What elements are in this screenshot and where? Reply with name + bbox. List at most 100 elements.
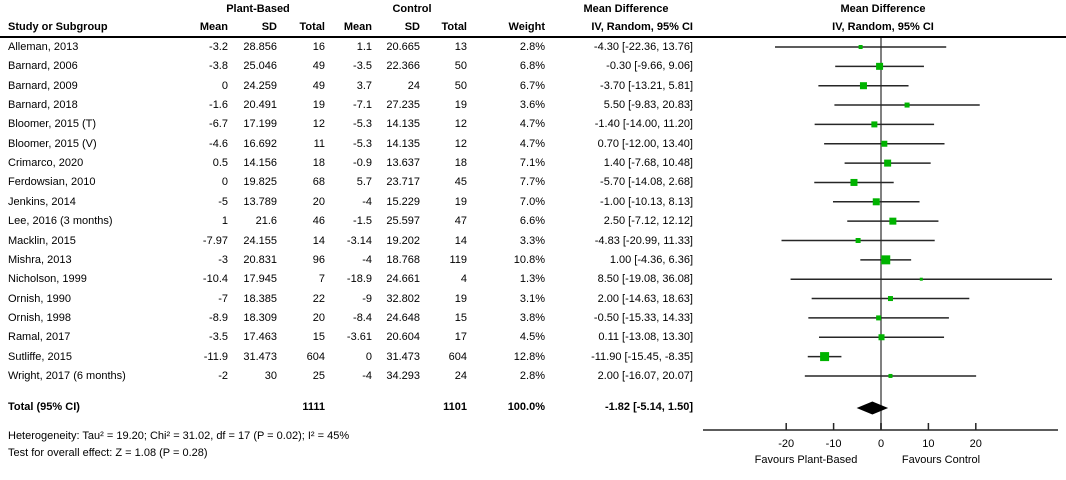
header-divider xyxy=(0,36,1066,38)
pb-total-value: 16 xyxy=(312,41,325,53)
pb-mean-value: -4.6 xyxy=(209,138,228,150)
c-mean-value: -4 xyxy=(362,196,372,208)
effect-marker xyxy=(881,140,888,147)
pb-sd-value: 13.789 xyxy=(243,196,277,208)
pb-sd-value: 17.199 xyxy=(243,118,277,130)
pb-total-value: 15 xyxy=(312,331,325,343)
pb-mean-value: 1 xyxy=(221,215,228,227)
c-sd-value: 14.135 xyxy=(386,138,420,150)
weight-value: 4.7% xyxy=(519,118,545,130)
c-sd-value: 24 xyxy=(407,80,420,92)
pb-sd-value: 24.155 xyxy=(243,235,277,247)
weight-value: 2.8% xyxy=(519,41,545,53)
pb-mean-value: 0 xyxy=(221,80,228,92)
c-total-value: 12 xyxy=(454,118,467,130)
effect-marker xyxy=(878,334,885,341)
pb-total-value: 14 xyxy=(312,235,325,247)
pb-sd-value: 14.156 xyxy=(243,157,277,169)
col-header-study: Study or Subgroup xyxy=(8,21,108,33)
col-header-weight: Weight xyxy=(508,21,545,33)
pb-mean-value: -8.9 xyxy=(209,312,228,324)
ci-text-value: -3.70 [-13.21, 5.81] xyxy=(600,80,693,92)
pb-sd-value: 31.473 xyxy=(243,351,277,363)
c-mean-value: -4 xyxy=(362,370,372,382)
weight-value: 1.3% xyxy=(519,273,545,285)
weight-value: 3.6% xyxy=(519,99,545,111)
c-total-value: 4 xyxy=(460,273,467,285)
md-table-header: Mean Difference xyxy=(583,3,669,15)
study-name: Alleman, 2013 xyxy=(8,41,79,53)
study-name: Ramal, 2017 xyxy=(8,331,71,343)
weight-value: 4.7% xyxy=(519,138,545,150)
effect-marker xyxy=(876,315,882,321)
c-mean-value: -7.1 xyxy=(353,99,372,111)
study-name: Bloomer, 2015 (V) xyxy=(8,138,97,150)
total-pb-n: 1111 xyxy=(302,401,325,413)
c-mean-value: -3.14 xyxy=(346,235,372,247)
study-name: Macklin, 2015 xyxy=(8,235,76,247)
ci-text-value: -11.90 [-15.45, -8.35] xyxy=(591,351,693,363)
c-sd-value: 27.235 xyxy=(386,99,420,111)
c-total-value: 604 xyxy=(448,351,467,363)
ci-text-value: -4.83 [-20.99, 11.33] xyxy=(594,235,693,247)
c-sd-value: 20.665 xyxy=(386,41,420,53)
col-header-c-total: Total xyxy=(441,21,467,33)
pb-total-value: 11 xyxy=(313,138,325,150)
col-header-c-sd: SD xyxy=(404,21,420,33)
c-sd-value: 24.648 xyxy=(386,312,420,324)
weight-value: 3.8% xyxy=(519,312,545,324)
pb-total-value: 96 xyxy=(312,254,325,266)
study-name: Ornish, 1990 xyxy=(8,293,71,305)
weight-value: 7.7% xyxy=(519,176,545,188)
effect-marker xyxy=(888,373,893,378)
study-name: Sutliffe, 2015 xyxy=(8,351,73,363)
pb-sd-value: 18.309 xyxy=(243,312,277,324)
pb-mean-value: -2 xyxy=(218,370,228,382)
pb-mean-value: 0 xyxy=(221,176,228,188)
ci-text-value: -1.40 [-14.00, 11.20] xyxy=(594,118,693,130)
weight-value: 6.6% xyxy=(519,215,545,227)
c-sd-value: 22.366 xyxy=(386,60,420,72)
c-mean-value: 0 xyxy=(365,351,372,363)
pb-total-value: 20 xyxy=(312,312,325,324)
c-mean-value: -18.9 xyxy=(346,273,372,285)
c-sd-value: 13.637 xyxy=(386,157,420,169)
effect-marker xyxy=(887,296,893,302)
effect-marker xyxy=(904,102,910,108)
c-total-value: 47 xyxy=(454,215,467,227)
effect-marker xyxy=(855,238,861,243)
axis-tick-label: 10 xyxy=(922,438,935,450)
ci-text-value: 0.70 [-12.00, 13.40] xyxy=(597,138,693,150)
col-header-pb-mean: Mean xyxy=(199,21,228,33)
axis-tick-label: 0 xyxy=(877,438,885,450)
pb-sd-value: 18.385 xyxy=(243,293,277,305)
study-name: Ornish, 1998 xyxy=(8,312,71,324)
pb-sd-value: 17.463 xyxy=(243,331,277,343)
study-name: Barnard, 2009 xyxy=(8,80,78,92)
c-mean-value: 3.7 xyxy=(356,80,372,92)
effect-marker xyxy=(859,82,867,90)
c-sd-value: 18.768 xyxy=(386,254,420,266)
weight-value: 7.1% xyxy=(519,157,545,169)
c-sd-value: 14.135 xyxy=(386,118,420,130)
axis-tick-label: -20 xyxy=(778,438,795,450)
c-total-value: 15 xyxy=(454,312,467,324)
favours-right-label: Favours Control xyxy=(901,454,981,466)
c-mean-value: -5.3 xyxy=(353,118,372,130)
pb-mean-value: -11.9 xyxy=(203,351,228,363)
c-total-value: 50 xyxy=(454,80,467,92)
pb-total-value: 7 xyxy=(318,273,325,285)
summary-diamond xyxy=(856,401,889,415)
c-sd-value: 31.473 xyxy=(386,351,420,363)
study-name: Barnard, 2006 xyxy=(8,60,78,72)
c-sd-value: 15.229 xyxy=(386,196,420,208)
pb-total-value: 25 xyxy=(312,370,325,382)
effect-marker xyxy=(871,121,878,128)
effect-marker xyxy=(850,178,858,186)
effect-marker xyxy=(881,255,891,265)
c-total-value: 45 xyxy=(454,176,467,188)
c-total-value: 17 xyxy=(454,331,467,343)
group-header-control: Control xyxy=(392,3,432,15)
weight-value: 10.8% xyxy=(513,254,545,266)
ci-text-value: 1.40 [-7.68, 10.48] xyxy=(603,157,693,169)
